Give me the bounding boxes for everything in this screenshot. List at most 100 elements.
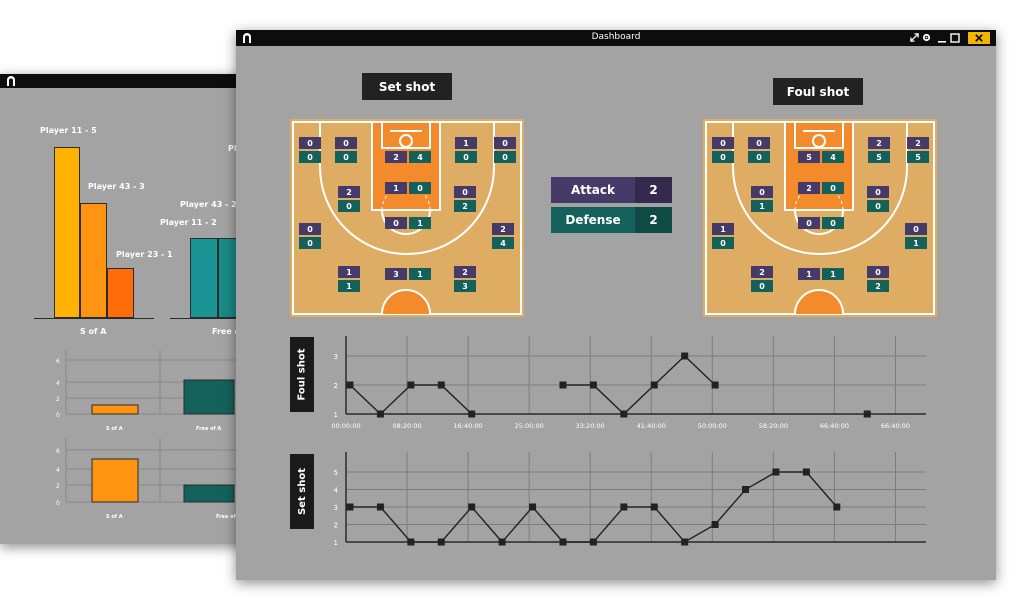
defense-stat: Defense 2 [551,207,672,233]
bar-label-player-11: Player 11 - 5 [40,126,97,135]
data-point[interactable] [346,503,354,511]
data-point[interactable] [863,410,871,418]
foul-shot-button[interactable]: Foul shot [773,78,863,105]
zone-stat-attempted: 4 [492,237,514,249]
data-point[interactable] [711,521,719,528]
partial-label: Pl [228,144,237,153]
dashboard-titlebar[interactable]: Dashboard [236,30,996,46]
y-tick-label: 2 [334,382,338,390]
x-tick-label: 58:20:00 [759,422,788,430]
bottom-tick-4: 4 [56,467,60,474]
zone-stat-made: 1 [455,137,477,149]
defense-value: 2 [635,207,672,233]
zone-stat-attempted: 0 [335,151,357,163]
data-point[interactable] [711,381,719,389]
mid-bar-right [183,379,235,415]
zone-stat-made: 2 [868,137,890,149]
defense-label: Defense [551,207,635,233]
data-point[interactable] [772,468,780,476]
data-point[interactable] [620,503,628,511]
set-shot-chart-title: Set shot [290,454,314,529]
data-point[interactable] [833,503,841,511]
data-point[interactable] [498,538,506,546]
data-point[interactable] [376,503,384,511]
zone-stat-attempted: 2 [454,200,476,212]
data-point[interactable] [346,381,354,389]
mid-tick-4: 4 [56,380,60,387]
bottom-cat-right: Free of [216,514,237,520]
zone-stat-made: 1 [338,266,360,278]
attack-stat: Attack 2 [551,177,672,203]
data-point[interactable] [559,538,567,546]
bottom-bar-right [183,484,235,503]
close-icon [975,34,983,42]
zone-stat-attempted: 1 [409,217,431,229]
data-point[interactable] [407,381,415,389]
data-point[interactable] [650,381,658,389]
expand-icon[interactable] [910,33,919,42]
data-point[interactable] [681,352,689,360]
zone-stat-attempted: 0 [712,151,734,163]
data-point[interactable] [742,486,750,493]
data-point[interactable] [620,410,628,418]
dashboard-window[interactable]: Dashboard Set shot Foul shot 0 0 0 0 1 0 0 0 2 4 1… [236,30,996,580]
zone-stat-made: 0 [335,137,357,149]
maximize-icon[interactable] [950,33,960,43]
settings-icon[interactable] [922,33,931,42]
data-point[interactable] [468,410,476,418]
data-point[interactable] [589,538,597,546]
zone-stat-attempted: 0 [299,237,321,249]
data-point[interactable] [407,538,415,546]
zone-stat-attempted: 1 [905,237,927,249]
minimize-icon[interactable] [937,33,947,43]
zone-stat-made: 0 [867,266,889,278]
data-point[interactable] [437,538,445,546]
group-axis-left [34,318,154,319]
data-point[interactable] [437,381,445,389]
group-axis-right [170,318,300,319]
window-title: Dashboard [591,32,641,42]
bar-player-23 [107,268,134,318]
data-point[interactable] [589,381,597,389]
zone-stat-attempted: 4 [409,151,431,163]
data-point[interactable] [529,503,537,511]
zone-stat-made: 0 [867,186,889,198]
bar-player-43-right [190,238,218,318]
x-tick-label: 08:20:00 [392,422,421,430]
set-shot-button[interactable]: Set shot [362,73,452,100]
mid-bar-left [91,404,139,415]
y-tick-label: 4 [334,487,339,495]
bottom-tick-6: 6 [56,448,60,455]
zone-stat-attempted: 1 [822,268,844,280]
data-point[interactable] [681,538,689,546]
court-markings [705,121,935,315]
mid-tick-2: 2 [56,396,60,403]
mid-tick-6: 6 [56,358,60,365]
x-tick-label: 25:00:00 [515,422,544,430]
app-logo-icon [243,33,251,43]
series-line [349,384,473,415]
bar-label-player-11-right: Player 11 - 2 [160,218,217,227]
zone-stat-made: 0 [712,137,734,149]
x-tick-label: 66:40:00 [881,422,910,430]
attack-value: 2 [635,177,672,203]
zone-stat-attempted: 0 [867,200,889,212]
data-point[interactable] [802,468,810,476]
close-button[interactable] [968,32,990,44]
zone-stat-made: 0 [299,137,321,149]
zone-stat-attempted: 1 [338,280,360,292]
data-point[interactable] [468,503,476,511]
bar-label-player-43: Player 43 - 3 [88,182,145,191]
data-point[interactable] [559,381,567,389]
zone-stat-made: 2 [798,182,820,194]
zone-stat-made: 5 [798,151,820,163]
zone-stat-made: 0 [751,186,773,198]
zone-stat-made: 0 [748,137,770,149]
zone-stat-made: 0 [494,137,516,149]
bar-label-player-23: Player 23 - 1 [116,250,173,259]
data-point[interactable] [376,410,384,418]
data-point[interactable] [650,503,658,511]
background-window-titlebar[interactable] [0,74,300,88]
